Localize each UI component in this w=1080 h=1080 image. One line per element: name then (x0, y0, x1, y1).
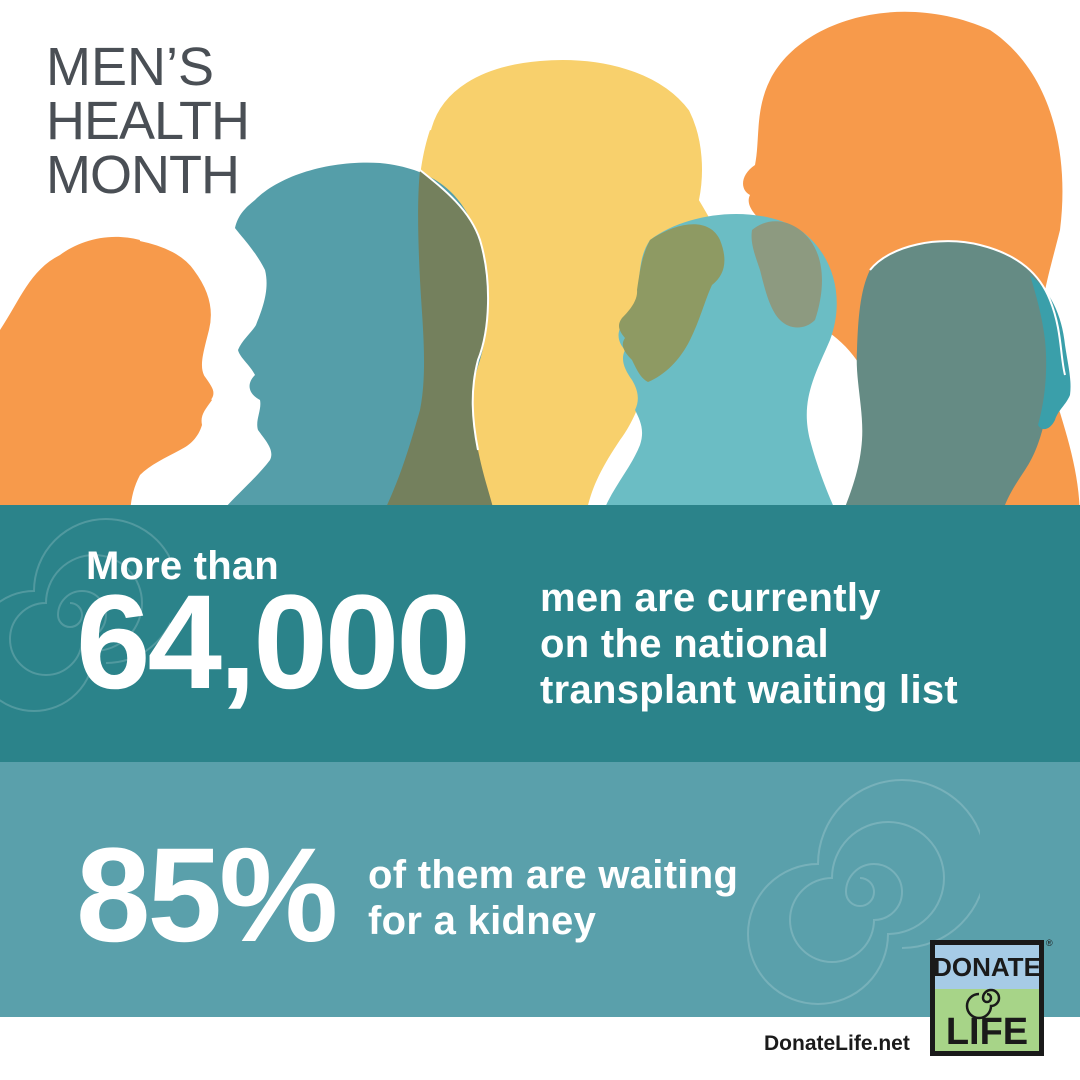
silhouette-overlap-olive-2 (618, 224, 725, 382)
stat-one-description: men are currently on the national transp… (540, 576, 959, 712)
big-percent-85: 85% (76, 821, 338, 970)
silhouette-yellow-outline (429, 58, 727, 271)
silhouette-overlap-olive (380, 170, 496, 520)
title-line-health: HEALTH (46, 91, 250, 151)
registered-mark: ® (1046, 938, 1053, 948)
lead-text-more-than: More than (86, 544, 279, 588)
donate-life-logo[interactable]: DONATE LIFE (930, 940, 1044, 1056)
silhouette-outline-gray (869, 240, 1066, 376)
logo-life-text: LIFE (946, 1011, 1028, 1053)
stat-band-waiting-list: More than 64,000 men are currently on th… (0, 505, 1080, 762)
silhouette-orange-left (0, 236, 215, 520)
title-line-month: MONTH (46, 145, 240, 205)
silhouette-outline-teal (419, 169, 489, 451)
headline-title: MEN’S HEALTH MONTH (46, 37, 250, 205)
silhouette-orange-left-outline (139, 239, 216, 401)
title-line-mens: MEN’S (46, 37, 215, 97)
big-number-64000: 64,000 (76, 568, 471, 717)
silhouette-teal-right-face (1030, 275, 1071, 430)
donatelife-url-link[interactable]: DonateLife.net (764, 1032, 910, 1055)
stat-two-description: of them are waiting for a kidney (368, 853, 739, 943)
spiral-icon (965, 988, 1001, 1020)
silhouette-gray-right (840, 241, 1065, 520)
stat-band-kidney: 85% of them are waiting for a kidney (0, 762, 1080, 1017)
silhouette-overlap-gray (751, 221, 822, 328)
logo-donate-text: DONATE (933, 952, 1041, 982)
head-silhouettes-illustration (0, 11, 1080, 520)
